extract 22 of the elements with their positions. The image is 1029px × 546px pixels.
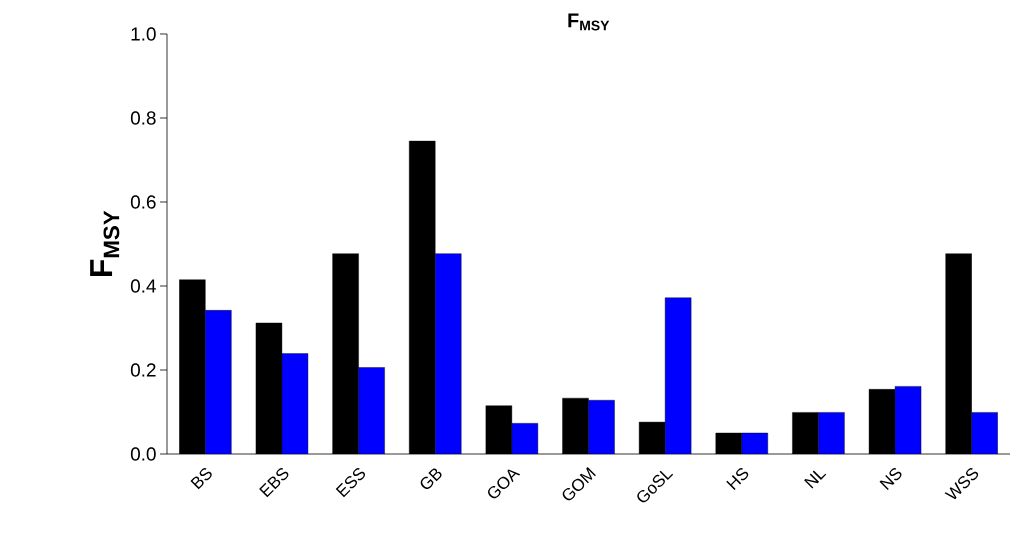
y-tick-label: 0.4: [130, 279, 156, 293]
y-tick-label: 0.0: [130, 447, 156, 461]
y-tick-label: 0.8: [130, 111, 156, 125]
y-tick-label: 0.2: [130, 363, 156, 377]
y-tick-label: 0.6: [130, 195, 156, 209]
bar: [358, 367, 385, 454]
chart-title: F$_{MSY}$: [568, 13, 610, 31]
y-axis-title: F$_{MSY}$: [90, 210, 120, 277]
bar: [281, 353, 309, 454]
x-tick-label: BS: [190, 468, 212, 490]
x-tick-label: NL: [804, 470, 827, 489]
bar: [588, 400, 615, 454]
bar: [894, 386, 922, 454]
bar: [435, 253, 462, 454]
bar: [205, 310, 232, 454]
y-tick-label: 1.0: [131, 27, 156, 41]
bar: [971, 412, 998, 454]
x-tick-label: GB: [420, 468, 442, 489]
bar: [818, 412, 845, 454]
x-tick-label: NS: [879, 468, 902, 490]
x-tick-label: HS: [726, 468, 749, 490]
bar: [664, 297, 692, 454]
